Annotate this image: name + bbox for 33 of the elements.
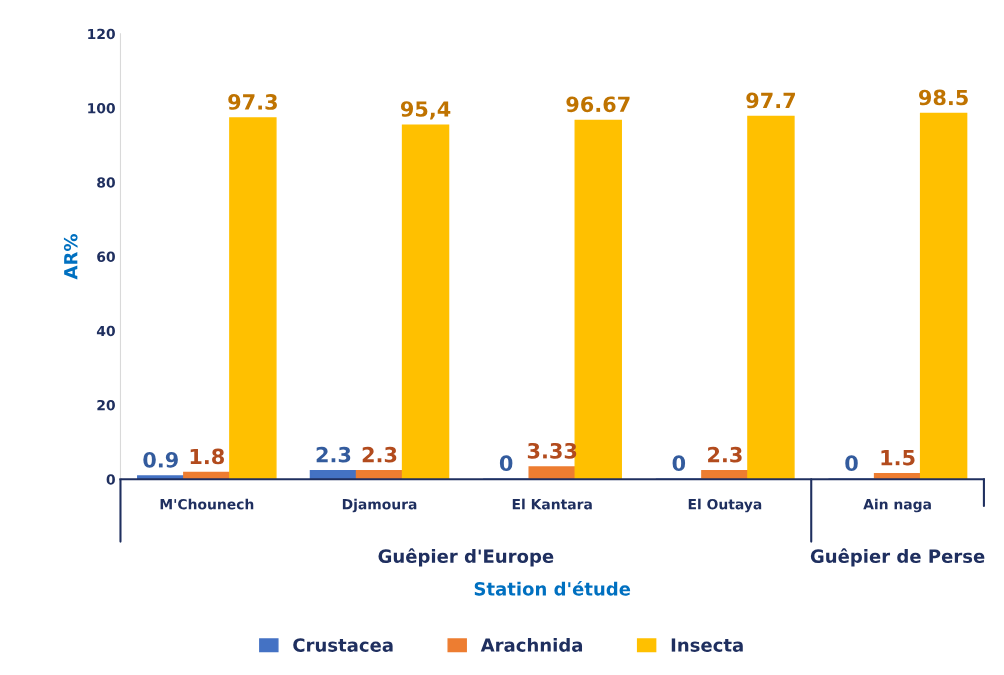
y-tick-label: 20 xyxy=(97,399,115,411)
text: Guêpier de Perse xyxy=(810,548,985,567)
data-label: 97.3 xyxy=(228,94,277,110)
text: Guêpier d'Europe xyxy=(378,548,554,567)
y-axis-title: AR% xyxy=(63,234,78,280)
data-label: 2.3 xyxy=(316,446,351,463)
data-label: 1.8 xyxy=(190,448,224,465)
x-tick-label: El Kantara xyxy=(512,498,592,510)
y-tick-label: 120 xyxy=(88,28,115,40)
y-tick-label: 80 xyxy=(97,177,115,188)
y-tick-label: 0 xyxy=(106,474,115,485)
x-tick-label: Ain naga xyxy=(863,498,931,513)
data-label: 96.67 xyxy=(566,96,630,113)
y-tick-label: 40 xyxy=(96,325,115,337)
data-label: 1.5 xyxy=(881,449,915,466)
data-label: 0.9 xyxy=(143,451,178,468)
y-tick-label: 100 xyxy=(88,102,115,114)
data-label: 0 xyxy=(499,455,513,472)
x-tick-label: El Outaya xyxy=(688,498,762,513)
y-tick-label: 60 xyxy=(97,251,115,262)
x-tick-label: Djamoura xyxy=(342,498,417,513)
data-label: 95,4 xyxy=(400,101,451,120)
data-label: 2.3 xyxy=(708,446,742,463)
data-label: 98.5 xyxy=(919,89,968,106)
x-tick-label: M'Chounech xyxy=(160,498,254,510)
legend-label: Arachnida xyxy=(480,637,583,652)
legend-label: Insecta xyxy=(671,638,743,652)
data-label: 0 xyxy=(845,455,858,472)
legend-label: Crustacea xyxy=(293,638,393,652)
x-axis-title: Station d'étude xyxy=(474,580,631,596)
data-label: 2.3 xyxy=(362,446,397,463)
data-label: 97.7 xyxy=(746,92,795,109)
data-label: 0 xyxy=(672,455,686,472)
